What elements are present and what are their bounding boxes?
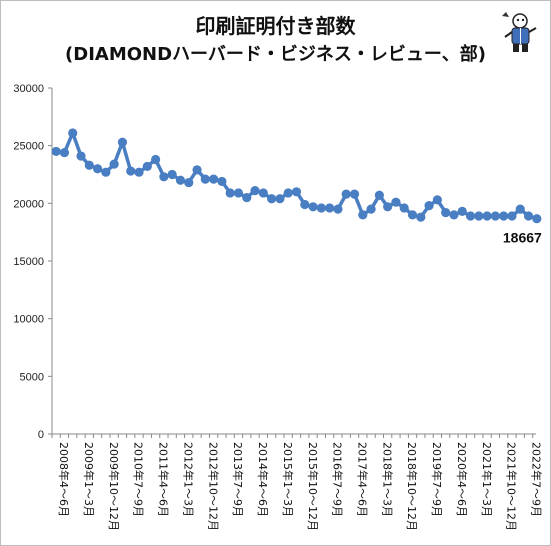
data-point bbox=[300, 199, 310, 210]
data-point bbox=[325, 203, 335, 213]
x-tick-label: 2016年7～9月 bbox=[331, 442, 345, 517]
x-tick-label: 2015年1～3月 bbox=[281, 442, 295, 517]
data-point bbox=[267, 194, 277, 204]
data-point bbox=[432, 195, 442, 205]
chart-subtitle: (DIAMONDハーバード・ビジネス・レビュー、部) bbox=[65, 44, 486, 65]
data-point bbox=[416, 212, 426, 222]
data-point bbox=[407, 210, 418, 220]
y-tick-label: 0 bbox=[38, 429, 44, 441]
x-tick-label: 2019年7～9月 bbox=[430, 442, 444, 517]
x-tick-label: 2018年1～3月 bbox=[380, 442, 394, 517]
data-point bbox=[126, 166, 136, 176]
x-tick-label: 2011年4～6月 bbox=[157, 442, 171, 517]
data-point bbox=[523, 211, 534, 221]
data-point bbox=[482, 211, 492, 221]
x-tick-label: 2013年7～9月 bbox=[231, 442, 245, 517]
data-point bbox=[68, 128, 78, 138]
data-point bbox=[101, 167, 111, 177]
data-point bbox=[76, 151, 86, 161]
data-point bbox=[192, 165, 202, 175]
data-point bbox=[424, 201, 434, 211]
x-tick-label: 2021年10～12月 bbox=[505, 442, 519, 531]
data-point bbox=[358, 210, 368, 220]
data-point bbox=[167, 169, 177, 180]
data-point bbox=[316, 203, 326, 213]
data-point bbox=[59, 147, 70, 158]
data-point bbox=[457, 206, 467, 217]
data-point bbox=[134, 167, 144, 177]
data-point bbox=[291, 187, 302, 197]
x-tick-label: 2017年4～6月 bbox=[356, 442, 370, 517]
data-point bbox=[308, 202, 318, 212]
data-point bbox=[250, 186, 260, 196]
y-tick-label: 30000 bbox=[13, 83, 44, 95]
data-point bbox=[242, 192, 252, 203]
data-point bbox=[515, 204, 525, 214]
x-tick-label: 2020年4～6月 bbox=[455, 442, 469, 517]
y-tick-label: 20000 bbox=[13, 198, 44, 210]
data-point bbox=[225, 188, 235, 198]
data-point bbox=[490, 211, 500, 221]
data-point bbox=[341, 189, 351, 199]
data-point bbox=[507, 211, 517, 221]
x-tick-label: 2018年10～12月 bbox=[405, 442, 419, 531]
x-tick-label: 2010年7～9月 bbox=[132, 442, 146, 517]
x-axis: 2008年4～6月 2009年1～3月 2009年10～12月 2010年7～9月 20… bbox=[51, 433, 544, 531]
x-tick-label: 2008年4～6月 bbox=[57, 442, 71, 517]
data-point bbox=[92, 164, 103, 174]
data-point bbox=[184, 177, 194, 188]
y-tick-label: 15000 bbox=[13, 256, 44, 268]
y-tick-label: 10000 bbox=[13, 314, 44, 326]
data-point bbox=[109, 159, 119, 169]
y-tick-label: 5000 bbox=[20, 371, 44, 383]
x-tick-label: 2009年10～12月 bbox=[107, 442, 121, 531]
data-point bbox=[217, 176, 227, 187]
data-point bbox=[499, 211, 509, 221]
data-point bbox=[200, 174, 210, 184]
data-point bbox=[258, 188, 268, 198]
data-point bbox=[233, 188, 244, 198]
data-point bbox=[391, 197, 401, 207]
data-point bbox=[474, 211, 484, 221]
data-point bbox=[142, 161, 152, 172]
data-point bbox=[532, 214, 542, 224]
x-tick-label: 2012年1～3月 bbox=[181, 442, 195, 517]
y-axis: 0 5000 10000 15000 20000 25000 30000 bbox=[13, 83, 53, 441]
data-point bbox=[283, 188, 293, 198]
data-point bbox=[374, 190, 384, 200]
x-tick-label: 2021年1～3月 bbox=[480, 442, 494, 517]
data-point bbox=[366, 204, 376, 214]
x-tick-label: 2009年1～3月 bbox=[82, 442, 96, 517]
series-line-group bbox=[51, 128, 542, 224]
data-point bbox=[399, 203, 409, 213]
x-tick-label: 2012年10～12月 bbox=[206, 442, 220, 531]
data-point bbox=[117, 137, 128, 147]
x-tick-label: 2015年10～12月 bbox=[306, 442, 320, 531]
data-point bbox=[275, 194, 285, 204]
data-point bbox=[449, 210, 459, 220]
chart-title: 印刷証明付き部数 bbox=[195, 14, 356, 38]
series-line bbox=[55, 131, 538, 221]
data-point bbox=[159, 172, 169, 182]
data-point bbox=[441, 207, 451, 218]
data-point bbox=[383, 202, 393, 212]
data-point bbox=[349, 189, 360, 199]
last-value-label: 18667 bbox=[503, 230, 542, 246]
y-tick-label: 25000 bbox=[13, 141, 44, 153]
data-point bbox=[51, 146, 61, 157]
data-point bbox=[150, 154, 161, 165]
data-point bbox=[465, 211, 476, 221]
data-point bbox=[333, 204, 343, 214]
data-point bbox=[209, 174, 219, 184]
x-tick-label: 2014年4～6月 bbox=[256, 442, 270, 517]
mascot-figure-icon bbox=[502, 12, 537, 52]
data-point bbox=[84, 160, 94, 170]
x-tick-label: 2022年7～9月 bbox=[530, 442, 544, 517]
data-point bbox=[175, 175, 186, 185]
